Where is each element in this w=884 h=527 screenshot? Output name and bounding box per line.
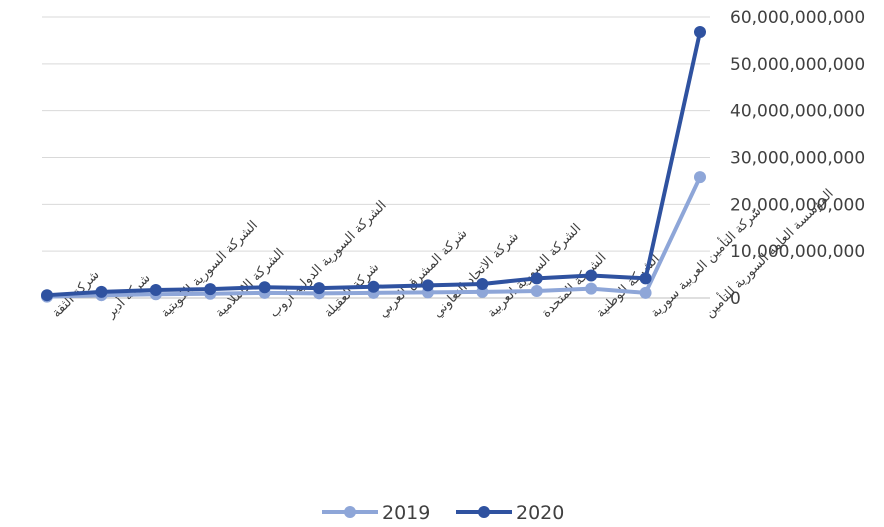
data-point-2020 — [41, 289, 53, 302]
data-point-2019 — [694, 171, 706, 184]
x-axis-tick-labels: شركة الثقة شركة أدير الشركة السورية الكويت… — [49, 184, 836, 321]
x-tick-label: الشركة السورية العربية — [485, 221, 585, 321]
data-point-2020 — [530, 272, 543, 285]
data-point-2020 — [204, 283, 217, 296]
data-point-2019 — [585, 282, 598, 295]
legend-label-2019: 2019 — [382, 502, 430, 524]
y-tick-label: 20,000,000,000 — [730, 195, 865, 215]
data-point-2020 — [95, 285, 108, 298]
data-point-2020 — [313, 282, 326, 295]
data-point-2020 — [149, 284, 162, 297]
data-point-2019 — [530, 284, 543, 297]
legend-marker-2019 — [344, 506, 356, 518]
data-point-2020 — [694, 25, 706, 38]
data-point-2020 — [421, 279, 434, 292]
x-tick-label: الشركة السورية الكويتية — [158, 218, 261, 321]
legend-label-2020: 2020 — [516, 502, 564, 524]
y-tick-label: 40,000,000,000 — [730, 102, 865, 122]
legend: 2019 2020 — [322, 502, 564, 524]
data-point-2020 — [476, 277, 489, 290]
gridlines — [42, 16, 710, 299]
data-point-2019 — [639, 286, 652, 299]
x-tick-label: شركة المشرق العربي — [376, 226, 471, 321]
data-point-2020 — [585, 269, 598, 282]
y-axis-tick-labels: 0 10,000,000,000 20,000,000,000 30,000,000,… — [730, 8, 865, 309]
data-point-2020 — [367, 280, 380, 293]
data-point-2020 — [639, 272, 652, 285]
y-tick-label: 0 — [730, 289, 741, 309]
legend-marker-2020 — [478, 506, 490, 518]
series-lines — [41, 25, 706, 303]
y-tick-label: 50,000,000,000 — [730, 55, 865, 75]
y-tick-label: 60,000,000,000 — [730, 8, 865, 28]
y-tick-label: 10,000,000,000 — [730, 242, 865, 262]
data-point-2020 — [258, 281, 271, 294]
y-tick-label: 30,000,000,000 — [730, 149, 865, 169]
